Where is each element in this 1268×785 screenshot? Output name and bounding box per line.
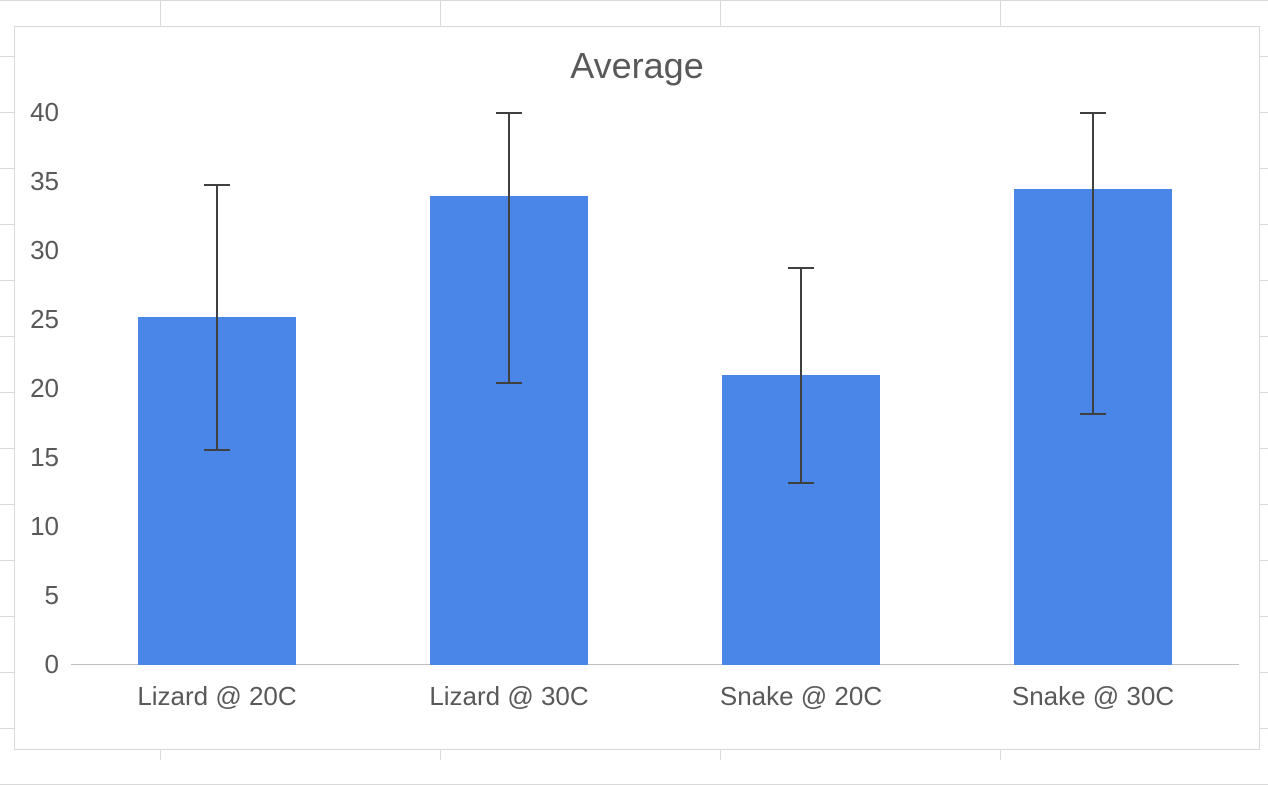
error-bar-cap-upper [204,184,230,186]
y-tick-label: 35 [9,166,59,197]
y-tick-label: 20 [9,373,59,404]
error-bar-stem [508,113,510,383]
error-bar-cap-upper [496,112,522,114]
y-tick-label: 40 [9,97,59,128]
error-bar-cap-upper [1080,112,1106,114]
error-bar-cap-upper [788,267,814,269]
chart-title: Average [15,45,1259,87]
y-tick-label: 10 [9,511,59,542]
error-bar-cap-lower [204,449,230,451]
y-tick-label: 15 [9,442,59,473]
y-tick-label: 5 [9,580,59,611]
x-category-label: Snake @ 30C [947,681,1239,712]
plot-area: 0510152025303540Lizard @ 20CLizard @ 30C… [71,113,1239,665]
error-bar-stem [800,268,802,483]
error-bar-cap-lower [788,482,814,484]
error-bar-cap-lower [1080,413,1106,415]
y-tick-label: 25 [9,304,59,335]
x-category-label: Snake @ 20C [655,681,947,712]
sheet-row-line [0,0,1268,1]
x-category-label: Lizard @ 30C [363,681,655,712]
y-tick-label: 30 [9,235,59,266]
y-tick-label: 0 [9,649,59,680]
error-bar-cap-lower [496,382,522,384]
error-bar-stem [1092,113,1094,414]
error-bar-stem [216,185,218,450]
chart-frame: Average 0510152025303540Lizard @ 20CLiza… [14,26,1260,750]
x-category-label: Lizard @ 20C [71,681,363,712]
